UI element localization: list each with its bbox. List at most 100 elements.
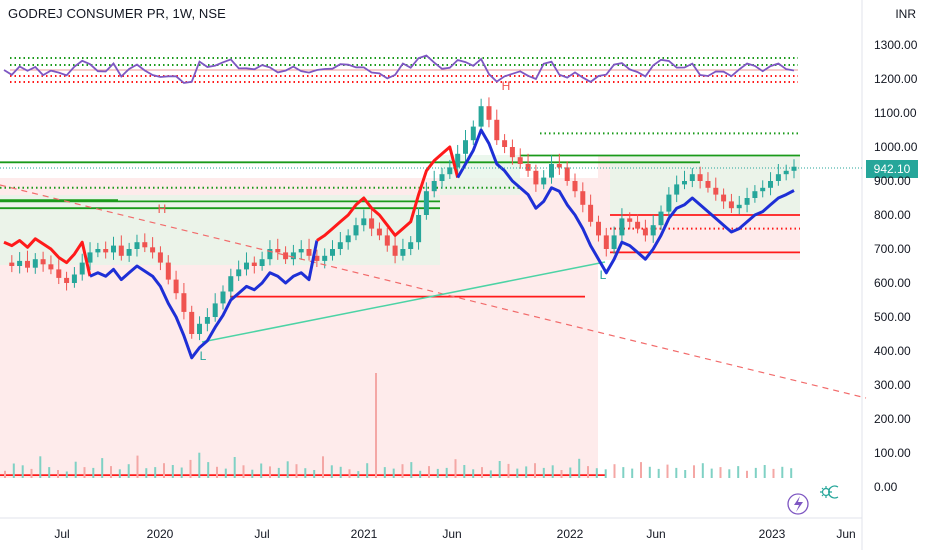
volume-bar <box>746 470 748 478</box>
candle-body <box>689 174 695 181</box>
hl-annotations: H L H L <box>158 79 607 363</box>
volume-bar <box>472 469 475 478</box>
supertrend-up-segment <box>456 128 795 275</box>
volume-bar <box>83 467 86 478</box>
volume-bar <box>516 468 519 478</box>
candle-body <box>17 260 23 266</box>
volume-bar <box>507 463 510 478</box>
volume-bar <box>790 468 793 478</box>
volume-bar <box>489 470 492 478</box>
candle-body <box>447 167 453 175</box>
lightning-icon[interactable] <box>787 493 809 515</box>
candle-body <box>204 317 210 324</box>
supertrend-up-segment <box>89 240 319 360</box>
rsi-line <box>3 54 795 84</box>
volume-bar <box>383 467 386 478</box>
volume-bar <box>357 471 360 478</box>
volume-bar <box>127 464 130 478</box>
volume-bar <box>613 464 616 478</box>
candle-body <box>502 140 508 147</box>
candle-body <box>627 218 633 222</box>
candle-body <box>189 311 195 334</box>
supertrend-down-segment <box>3 237 92 277</box>
volume-bar <box>560 470 563 478</box>
candle-body <box>760 187 766 192</box>
volume-bar <box>666 464 669 478</box>
candle-body <box>290 252 296 260</box>
candle-body <box>431 181 437 192</box>
candle-body <box>603 235 609 249</box>
volume-bar <box>525 466 528 478</box>
candle-body <box>400 249 406 256</box>
candle-body <box>9 262 15 266</box>
hl-annotation: L <box>600 268 607 282</box>
candle-body <box>384 235 390 246</box>
hl-line[interactable] <box>201 261 606 343</box>
volume-bar <box>163 463 165 478</box>
candle-body <box>572 181 578 192</box>
volume-bar <box>445 467 448 478</box>
candle-body <box>682 181 687 185</box>
candle-body <box>126 249 132 256</box>
hl-annotation: H <box>502 79 511 93</box>
volume-bar <box>286 461 289 478</box>
candle-body <box>619 218 625 236</box>
candle-body <box>25 260 30 268</box>
candle-body <box>330 249 335 256</box>
sun-settings-icon[interactable] <box>820 485 839 499</box>
candle-body <box>611 235 617 249</box>
x-tick-label: 2021 <box>351 527 378 541</box>
x-tick-label: Jun <box>442 527 461 541</box>
volume-bar <box>313 470 316 478</box>
trend-dash-line[interactable] <box>0 184 867 399</box>
volume-bar <box>578 458 581 478</box>
volume-bar <box>65 471 68 478</box>
volume-bar <box>657 468 660 478</box>
volume-bar <box>392 468 395 478</box>
volume-bar <box>233 457 236 478</box>
volume-bar <box>710 468 713 478</box>
volume-bar <box>693 465 695 478</box>
volume-bar <box>401 464 404 478</box>
candle-body <box>134 242 140 249</box>
candle-body <box>588 204 594 222</box>
candle-body <box>439 174 445 181</box>
volume-bar <box>436 468 439 478</box>
volume-bar <box>145 468 148 478</box>
volume-bar <box>224 468 227 478</box>
candle-body <box>666 194 672 212</box>
candle-body <box>697 174 703 181</box>
candle-body <box>32 259 38 268</box>
candle-body <box>674 184 680 195</box>
volume-bar <box>348 469 351 478</box>
candle-body <box>728 201 734 209</box>
x-tick-label: Jun <box>646 527 665 541</box>
y-tick-label: 200.00 <box>874 412 911 426</box>
candle-body <box>736 204 742 209</box>
supertrend-down-segment <box>316 145 460 242</box>
candle-body <box>259 259 265 266</box>
y-tick-label: 400.00 <box>874 344 911 358</box>
volume-bar <box>631 468 634 478</box>
candle-body <box>541 177 547 185</box>
green-zone-left <box>0 195 440 265</box>
candle-body <box>220 291 226 304</box>
candle-body <box>478 106 484 127</box>
volume-bar <box>498 461 501 478</box>
candle-body <box>322 255 328 261</box>
volume-bar <box>30 468 33 478</box>
candle-body <box>251 262 257 266</box>
volume-bar <box>684 470 687 478</box>
candle-body <box>212 303 218 317</box>
volume-bar <box>189 459 192 478</box>
candle-body <box>392 245 398 256</box>
candle-body <box>306 249 312 256</box>
y-tick-label: 600.00 <box>874 276 911 290</box>
volume-bar <box>110 466 112 478</box>
volume-bar <box>781 466 784 478</box>
candle-body <box>752 191 758 198</box>
candle-body <box>118 245 124 256</box>
volume-bar <box>171 465 174 478</box>
x-tick-label: 2023 <box>759 527 786 541</box>
